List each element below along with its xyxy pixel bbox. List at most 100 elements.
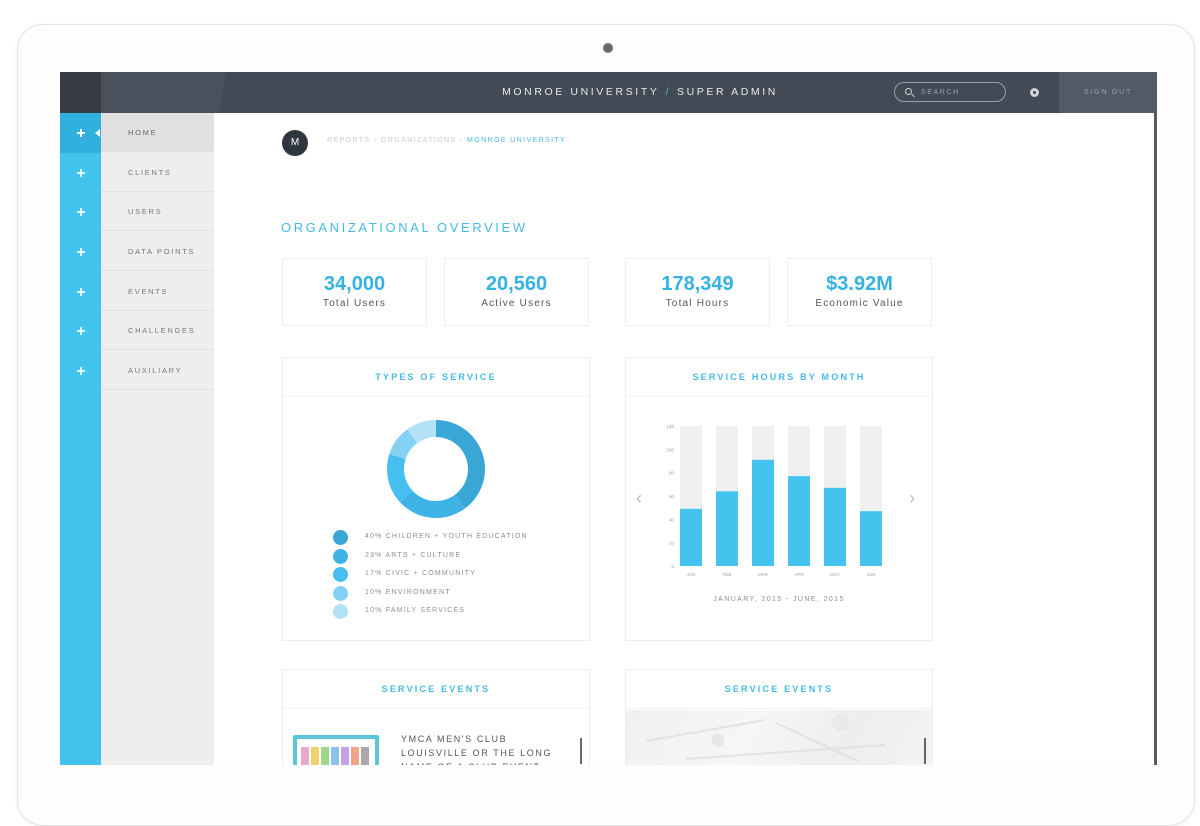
thumb-stripe (311, 747, 319, 765)
camera-icon (603, 43, 613, 53)
chevron-left-icon[interactable]: ‹ (636, 488, 642, 508)
bar[interactable] (752, 459, 774, 566)
title-separator: / (665, 86, 671, 98)
scrollbar[interactable] (924, 738, 926, 764)
panel-title: SERVICE HOURS BY MONTH (626, 358, 932, 397)
sidebar-item-users[interactable]: USERS (101, 192, 214, 231)
topbar-corner (60, 72, 101, 113)
bar-chart: 0 20 40 60 80 100 120 JAN FEB MAR APR MAY JUN (666, 424, 882, 577)
stat-value: $3.92M (826, 273, 893, 295)
topbar-shade (101, 72, 301, 113)
event-thumbnail[interactable] (293, 735, 379, 765)
legend-dot (333, 585, 348, 601)
breadcrumb-path[interactable]: REPORTS › ORGANIZATIONS › (327, 137, 464, 144)
y-tick-label: 100 (666, 447, 674, 452)
stat-value: 34,000 (323, 273, 386, 295)
org-name: MONROE UNIVERSITY (502, 86, 660, 98)
y-tick-label: 80 (669, 471, 675, 476)
stat-card-active-users: 20,560 Active Users (444, 258, 589, 326)
thumb-stripe (341, 747, 349, 765)
breadcrumb-current: MONROE UNIVERSITY (467, 137, 567, 144)
search-icon (905, 88, 912, 95)
x-tick-label: FEB (723, 572, 732, 577)
legend-dot (333, 530, 348, 545)
stat-label: Economic Value (815, 298, 904, 309)
plus-icon[interactable] (77, 248, 85, 256)
y-tick-label: 120 (666, 424, 674, 429)
sidebar-item-events[interactable]: EVENTS (101, 272, 214, 311)
sidebar-item-data-points[interactable]: DATA POINTS (101, 232, 214, 271)
x-tick-label: JUN (867, 572, 876, 577)
donut-slice (389, 429, 418, 460)
map-road (685, 744, 886, 760)
event-title[interactable]: YMCA MEN'S CLUB LOUISVILLE OR THE LONG N… (401, 734, 553, 765)
legend-label: 40% CHILDREN + YOUTH EDUCATION (365, 533, 528, 540)
donut-slice (407, 420, 436, 444)
donut-slice (400, 490, 465, 518)
scrollbar[interactable] (580, 738, 582, 764)
bar[interactable] (824, 487, 846, 566)
stat-value: 20,560 (485, 273, 548, 295)
screen-right-edge (1154, 113, 1157, 765)
sign-out-button[interactable]: SIGN OUT (1059, 72, 1157, 113)
stat-label: Total Hours (665, 298, 730, 309)
donut-slice (436, 420, 485, 509)
thumb-stripe (301, 747, 309, 765)
bar[interactable] (860, 511, 882, 566)
breadcrumb: REPORTS › ORGANIZATIONS › MONROE UNIVERS… (327, 137, 566, 144)
plus-icon[interactable] (77, 288, 85, 296)
plus-icon[interactable] (77, 169, 85, 177)
sidebar-item-challenges[interactable]: CHALLENGES (101, 311, 214, 350)
stat-card-economic-value: $3.92M Economic Value (787, 258, 932, 326)
app-screen: MONROE UNIVERSITY / SUPER ADMIN SIGN OUT H… (60, 72, 1157, 765)
stat-label: Total Users (322, 298, 387, 309)
sidebar-item-clients[interactable]: CLIENTS (101, 153, 214, 192)
legend-label: 17% CIVIC + COMMUNITY (365, 570, 476, 577)
bar[interactable] (788, 476, 810, 566)
chevron-right-icon[interactable]: › (909, 488, 915, 508)
y-tick-label: 20 (669, 541, 675, 546)
sidebar-item-home[interactable]: HOME (101, 113, 214, 152)
types-of-service-panel: TYPES OF SERVICE 40% CHILDREN + YOUTH ED… (282, 357, 590, 641)
stat-label: Active Users (481, 298, 552, 309)
search-box[interactable] (894, 82, 1006, 102)
legend-dot (333, 567, 348, 582)
top-bar: MONROE UNIVERSITY / SUPER ADMIN SIGN OUT (60, 72, 1157, 113)
page-title: ORGANIZATIONAL OVERVIEW (281, 220, 528, 235)
thumb-stripe (351, 747, 359, 765)
stat-card-total-users: 34,000 Total Users (282, 258, 427, 326)
plus-icon[interactable] (77, 129, 85, 137)
role-name: SUPER ADMIN (676, 86, 778, 98)
search-input[interactable] (921, 85, 1001, 99)
map-road (775, 722, 858, 762)
service-hours-panel: SERVICE HOURS BY MONTH ‹ › 0 20 40 60 80 100 1… (625, 357, 933, 641)
gear-icon[interactable] (1030, 88, 1039, 97)
events-map[interactable] (626, 710, 932, 765)
legend-label: 10% ENVIRONMENT (365, 588, 451, 596)
thumb-stripe (361, 747, 369, 765)
plus-icon[interactable] (77, 327, 85, 335)
legend-dot (333, 548, 348, 564)
plus-icon[interactable] (77, 367, 85, 375)
legend-label: 10% FAMILY SERVICES (365, 607, 466, 614)
caret-left-icon (95, 129, 100, 137)
sidebar-item-auxiliary[interactable]: AUXILIARY (101, 351, 214, 390)
map-road (645, 719, 765, 742)
panel-title: SERVICE EVENTS (283, 670, 589, 709)
x-tick-label: MAY (830, 572, 839, 577)
bar[interactable] (716, 491, 738, 566)
x-tick-label: MAR (758, 572, 769, 577)
y-tick-label: 40 (669, 517, 675, 522)
plus-icon[interactable] (77, 208, 85, 216)
x-tick-label: APR (794, 572, 804, 577)
chart-period: JANUARY, 2015 - JUNE, 2015 (713, 596, 845, 603)
icon-rail (60, 113, 101, 765)
legend-label: 23% ARTS + CULTURE (365, 551, 462, 559)
legend-dot (333, 604, 348, 619)
donut-chart (387, 420, 485, 518)
bar[interactable] (680, 508, 702, 566)
stat-card-total-hours: 178,349 Total Hours (625, 258, 770, 326)
panel-title: SERVICE EVENTS (626, 670, 932, 709)
donut-slice (387, 453, 413, 503)
app-title: MONROE UNIVERSITY / SUPER ADMIN (440, 72, 840, 113)
